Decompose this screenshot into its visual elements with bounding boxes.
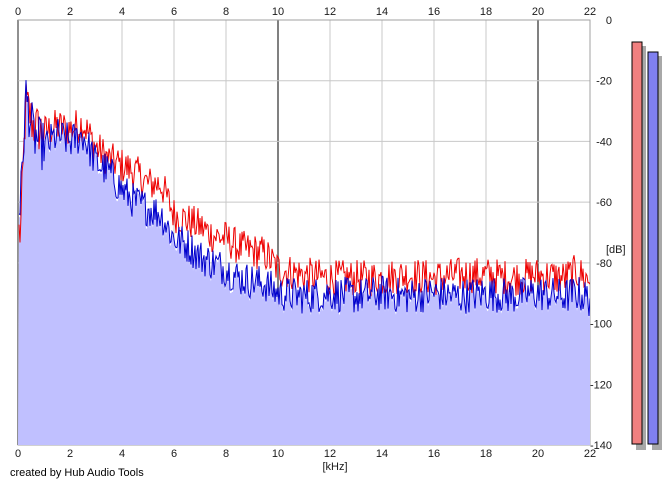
x-tick-label-bottom: 2 — [67, 448, 73, 460]
y-tick-label: 0 — [606, 15, 612, 27]
x-tick-label-bottom: 0 — [15, 448, 21, 460]
x-tick-label-top: 4 — [119, 6, 125, 18]
x-tick-label-top: 10 — [272, 6, 284, 18]
y-axis-label: [dB] — [606, 244, 626, 256]
x-tick-label-top: 12 — [324, 6, 336, 18]
series-layer — [18, 80, 590, 317]
x-tick-label-bottom: 18 — [480, 448, 492, 460]
credit-text: created by Hub Audio Tools — [10, 467, 144, 479]
x-tick-label-bottom: 22 — [584, 448, 596, 460]
meter-left-bar — [631, 41, 643, 445]
x-tick-label-bottom: 10 — [272, 448, 284, 460]
x-tick-label-top: 16 — [428, 6, 440, 18]
series-line-1 — [18, 82, 590, 297]
x-tick-label-bottom: 14 — [376, 448, 388, 460]
x-tick-label-top: 18 — [480, 6, 492, 18]
x-tick-label-bottom: 8 — [223, 448, 229, 460]
x-ticks-bottom: 0 2 4 6 8 10 12 14 16 18 20 22 — [15, 448, 596, 460]
x-tick-label-bottom: 12 — [324, 448, 336, 460]
x-tick-label-top: 6 — [171, 6, 177, 18]
x-tick-label-top: 14 — [376, 6, 388, 18]
x-tick-label-top: 8 — [223, 6, 229, 18]
y-tick-label: -120 — [590, 379, 612, 391]
y-tick-label: -40 — [596, 136, 612, 148]
series-line-2 — [18, 80, 590, 317]
x-tick-label-top: 20 — [532, 6, 544, 18]
x-tick-label-top: 0 — [15, 6, 21, 18]
y-tick-label: -100 — [590, 319, 612, 331]
y-tick-label: -140 — [590, 440, 612, 452]
x-tick-label-bottom: 20 — [532, 448, 544, 460]
y-ticks: 0 -20 -40 -60 -80 -100 -120 -140 — [590, 15, 612, 452]
x-tick-label-top: 22 — [584, 6, 596, 18]
meter-right-bar — [647, 51, 659, 445]
y-tick-label: -60 — [596, 197, 612, 209]
y-tick-label: -80 — [596, 258, 612, 270]
x-tick-label-top: 2 — [67, 6, 73, 18]
x-ticks-top: 0 2 4 6 8 10 12 14 16 18 20 22 — [15, 6, 596, 18]
spectrum-fill-area — [18, 83, 590, 445]
x-tick-label-bottom: 6 — [171, 448, 177, 460]
x-tick-label-bottom: 16 — [428, 448, 440, 460]
x-axis-label: [kHz] — [322, 461, 347, 473]
y-tick-label: -20 — [596, 76, 612, 88]
x-tick-label-bottom: 4 — [119, 448, 125, 460]
level-meters — [631, 41, 662, 450]
